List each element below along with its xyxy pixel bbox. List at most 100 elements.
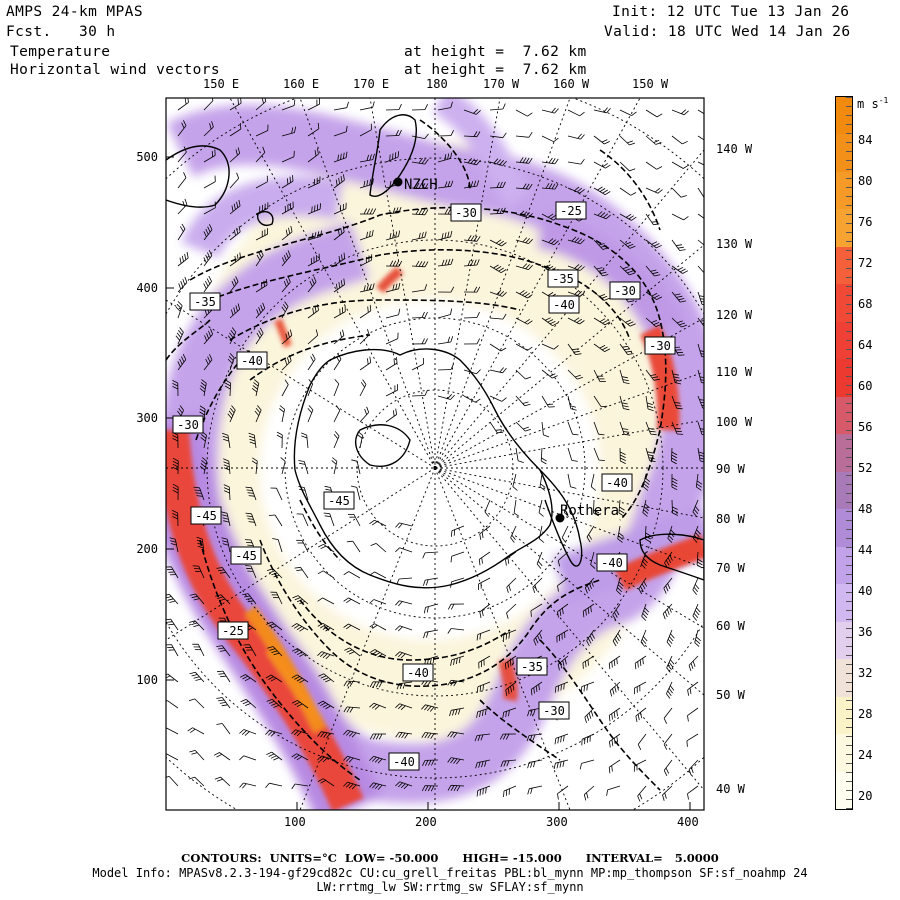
wind-barb-flag xyxy=(502,207,506,214)
lon-70w: 70 W xyxy=(716,561,745,575)
wind-barb xyxy=(692,603,699,617)
wind-barb-flag xyxy=(703,325,704,327)
wind-barb-flag xyxy=(395,703,400,709)
wind-barb xyxy=(697,395,704,409)
wind-barb-flag xyxy=(237,147,241,154)
wind-barb-flag xyxy=(538,684,540,691)
wind-barb-flag xyxy=(642,561,647,567)
wind-barb xyxy=(374,571,387,579)
wind-barb-flag xyxy=(639,793,643,800)
wind-barb-flag xyxy=(239,674,246,678)
wind-barb-flag xyxy=(203,257,207,263)
wind-barb-flag xyxy=(233,278,237,285)
wind-barb-flag xyxy=(285,252,289,259)
colorbar-tick xyxy=(846,421,852,422)
wind-barb xyxy=(227,435,231,449)
wind-barb xyxy=(663,707,673,719)
wind-barb xyxy=(503,707,517,713)
wind-barb-flag xyxy=(201,379,207,384)
wind-barb-flag xyxy=(700,298,704,300)
wind-barb-flag xyxy=(421,785,426,792)
wind-barb xyxy=(167,673,179,683)
wind-barb xyxy=(307,409,314,423)
wind-barb-flag xyxy=(476,790,479,797)
colorbar-tick xyxy=(846,682,852,683)
wind-barb-flag xyxy=(450,336,454,343)
wind-barb-flag xyxy=(332,457,338,462)
wind-barb-flag xyxy=(206,333,210,339)
wind-barb-flag xyxy=(499,733,504,740)
wind-barb-flag xyxy=(223,467,230,471)
wind-barb-flag xyxy=(237,98,239,105)
wind-barb-flag xyxy=(579,292,585,297)
wind-barb-flag xyxy=(395,408,397,415)
wind-barb-flag xyxy=(701,304,704,306)
wind-barb-flag xyxy=(239,782,244,788)
wind-barb-flag xyxy=(613,659,616,666)
wind-barb-flag xyxy=(613,738,616,745)
station-nzch-marker xyxy=(393,177,403,187)
wind-barb-flag xyxy=(322,626,329,630)
wind-barb-flag xyxy=(252,457,258,462)
wind-barb-flag xyxy=(245,565,252,567)
wind-barb-flag xyxy=(291,674,298,679)
wind-barb-flag xyxy=(599,188,606,192)
wind-barb xyxy=(250,565,257,579)
contour-label: -30 xyxy=(614,284,636,298)
wind-barb-flag xyxy=(424,338,428,344)
wind-barb-flag xyxy=(694,610,700,616)
wind-barb-flag xyxy=(270,731,276,737)
wind-barb-flag xyxy=(268,730,273,736)
wind-barb-flag xyxy=(475,110,481,115)
wind-barb xyxy=(219,752,231,761)
wind-barb xyxy=(385,389,398,397)
wind-barb xyxy=(671,135,683,145)
wind-barb-flag xyxy=(590,580,594,587)
wind-barb-flag xyxy=(249,438,256,442)
wind-barb-flag xyxy=(223,464,230,468)
colorbar-tick xyxy=(846,736,852,737)
wind-barb xyxy=(411,135,425,139)
wind-barb xyxy=(686,733,699,742)
wind-barb-flag xyxy=(537,635,541,642)
lon-170e: 170 E xyxy=(353,77,390,91)
wind-barb-flag xyxy=(308,405,314,411)
wind-barb xyxy=(307,182,320,189)
colorbar-tick xyxy=(846,655,852,656)
wind-barb-flag xyxy=(423,632,426,639)
wind-barb-flag xyxy=(377,758,383,764)
wind-barb-flag xyxy=(201,434,207,439)
wind-barb-flag xyxy=(450,130,454,136)
wind-barb xyxy=(557,577,569,587)
wind-barb xyxy=(612,629,621,642)
colorbar-tick xyxy=(846,601,852,602)
wind-barb xyxy=(192,727,205,735)
wind-barb xyxy=(557,603,569,613)
wind-barb xyxy=(194,698,205,709)
wind-barb-flag xyxy=(671,483,678,488)
wind-barb-flag xyxy=(667,557,672,564)
colorbar-label: 28 xyxy=(858,707,873,721)
colorbar-tick xyxy=(846,340,852,341)
wind-barb-flag xyxy=(182,200,186,207)
wind-barb xyxy=(346,706,361,709)
wind-barb-flag xyxy=(699,457,704,460)
wind-barb-flag xyxy=(395,547,400,553)
wind-barb-flag xyxy=(447,680,452,686)
wind-barb-flag xyxy=(586,684,588,691)
colorbar-tick xyxy=(846,610,852,611)
forecast-hour: Fcst. 30 h xyxy=(6,24,116,40)
contour-label: -40 xyxy=(601,556,623,570)
wind-barb-flag xyxy=(421,183,426,189)
wind-barb-flag xyxy=(608,663,611,670)
wind-barb xyxy=(203,281,212,293)
wind-barb xyxy=(270,674,283,683)
wind-barb-flag xyxy=(374,784,380,790)
wind-barb-flag xyxy=(343,623,349,628)
wind-barb-flag xyxy=(667,583,671,590)
wind-barb xyxy=(593,213,607,220)
wind-barb xyxy=(688,759,699,770)
lon-90w: 90 W xyxy=(716,462,745,476)
wind-barb-flag xyxy=(395,651,400,657)
wind-barb-flag xyxy=(666,667,671,673)
